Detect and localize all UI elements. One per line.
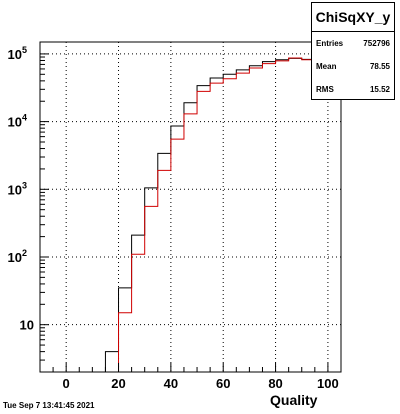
- y-tick-label: 10: [20, 318, 34, 333]
- histogram-line-2: [40, 57, 341, 373]
- y-tick-label: 102: [8, 248, 27, 265]
- entries-label: Entries: [316, 39, 344, 48]
- entries-value: 752796: [363, 39, 390, 48]
- mean-label: Mean: [316, 62, 337, 71]
- stats-row-mean: Mean 78.55: [312, 55, 394, 78]
- rms-value: 15.52: [369, 85, 390, 94]
- y-tick-label: 103: [8, 180, 27, 197]
- histogram-series: [40, 57, 341, 373]
- y-tick-label: 104: [8, 113, 27, 130]
- x-tick-label: 40: [164, 376, 178, 391]
- axes: 0 20 40 60 80 100 10 102 103 104 105: [8, 41, 342, 391]
- timestamp: Tue Sep 7 13:41:45 2021: [3, 401, 95, 410]
- y-tick-label: 105: [8, 45, 27, 62]
- rms-label: RMS: [316, 85, 334, 94]
- stats-row-entries: Entries 752796: [312, 32, 394, 55]
- stats-row-rms: RMS 15.52: [312, 78, 394, 101]
- mean-value: 78.55: [369, 62, 390, 71]
- x-tick-label: 80: [268, 376, 282, 391]
- x-tick-label: 20: [111, 376, 125, 391]
- stats-box: ChiSqXY_y Entries 752796 Mean 78.55 RMS …: [311, 2, 395, 100]
- x-tick-label: 60: [216, 376, 230, 391]
- x-tick-label: 100: [317, 376, 339, 391]
- plot-frame: [39, 41, 342, 373]
- stats-title: ChiSqXY_y: [312, 3, 394, 32]
- x-axis-title: Quality: [270, 392, 318, 408]
- x-tick-label: 0: [63, 376, 70, 391]
